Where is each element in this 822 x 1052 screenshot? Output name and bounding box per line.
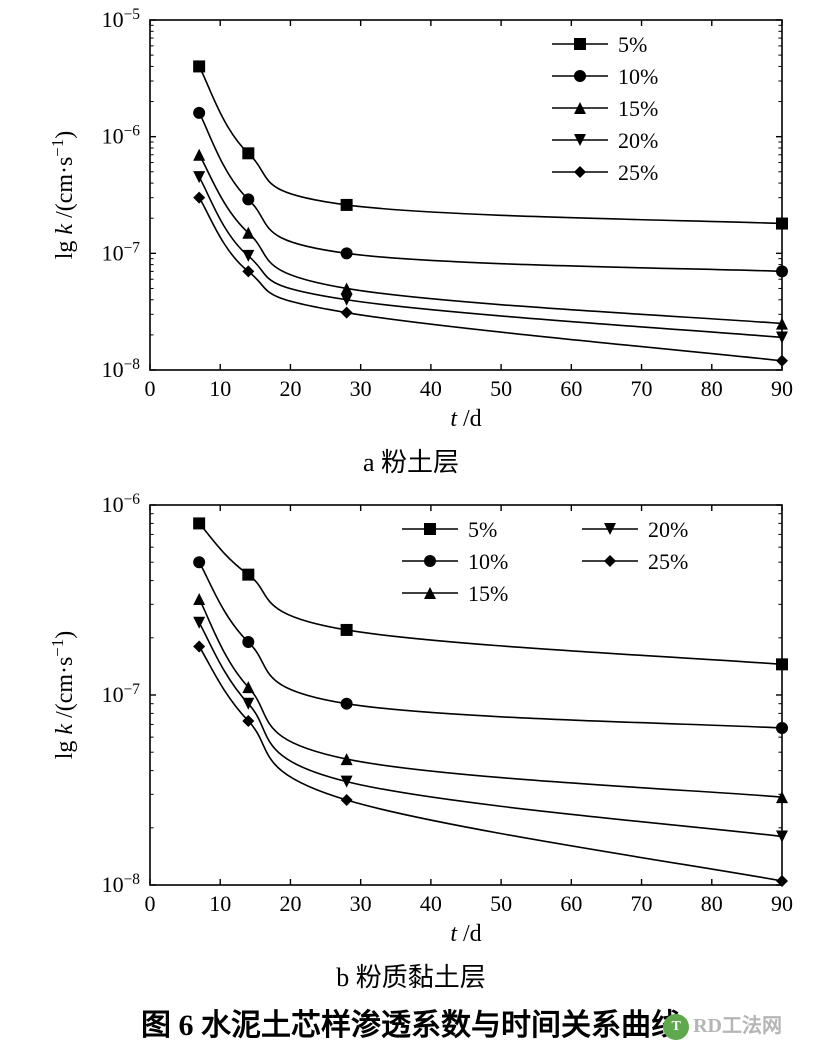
- svg-text:80: 80: [701, 376, 723, 401]
- svg-text:10−8: 10−8: [102, 871, 141, 898]
- svg-text:70: 70: [631, 376, 653, 401]
- svg-text:10−7: 10−7: [102, 681, 141, 708]
- svg-text:80: 80: [701, 891, 723, 916]
- panel-a-subtitle: a 粉土层: [0, 442, 822, 479]
- svg-text:30: 30: [350, 891, 372, 916]
- svg-text:30: 30: [350, 376, 372, 401]
- panel-b: 0 10 20 30 40 50 60 70 80 90 10−8 10−7 10−6 t /d lg k …: [0, 485, 822, 994]
- figure-caption: 图 6 水泥土芯样渗透系数与时间关系曲线 TRD工法网: [0, 1000, 822, 1044]
- svg-text:0: 0: [145, 891, 156, 916]
- svg-text:15%: 15%: [618, 96, 658, 121]
- panel-a: 0 10 20 30 40 50 60 70 80 90 10−8 10−7 10−6 10−5 t /d l…: [0, 0, 822, 479]
- panel-b-subtitle: b 粉质黏土层: [0, 957, 822, 994]
- svg-text:10: 10: [209, 376, 231, 401]
- svg-text:70: 70: [631, 891, 653, 916]
- svg-text:lg k /(cm·s−1): lg k /(cm·s−1): [48, 131, 79, 260]
- svg-text:60: 60: [560, 376, 582, 401]
- svg-text:15%: 15%: [468, 581, 508, 606]
- svg-text:20%: 20%: [618, 128, 658, 153]
- svg-text:t /d: t /d: [450, 921, 481, 947]
- svg-text:90: 90: [771, 891, 793, 916]
- svg-text:10−6: 10−6: [102, 122, 141, 149]
- svg-text:40: 40: [420, 376, 442, 401]
- svg-text:50: 50: [490, 376, 512, 401]
- svg-text:20: 20: [279, 891, 301, 916]
- svg-text:60: 60: [560, 891, 582, 916]
- svg-text:20: 20: [279, 376, 301, 401]
- svg-text:50: 50: [490, 891, 512, 916]
- chart-a-svg: 0 10 20 30 40 50 60 70 80 90 10−8 10−7 10−6 10−5 t /d l…: [0, 0, 822, 440]
- figure-6: 0 10 20 30 40 50 60 70 80 90 10−8 10−7 10−6 10−5 t /d l…: [0, 0, 822, 1044]
- svg-text:25%: 25%: [648, 549, 688, 574]
- watermark-text: RD工法网: [693, 1015, 782, 1037]
- svg-text:5%: 5%: [468, 517, 497, 542]
- figure-caption-text: 图 6 水泥土芯样渗透系数与时间关系曲线: [141, 1009, 681, 1042]
- svg-text:t /d: t /d: [450, 406, 481, 432]
- svg-text:10−6: 10−6: [102, 491, 141, 518]
- svg-text:lg k /(cm·s−1): lg k /(cm·s−1): [48, 631, 79, 760]
- svg-text:40: 40: [420, 891, 442, 916]
- svg-text:10%: 10%: [618, 64, 658, 89]
- svg-text:0: 0: [145, 376, 156, 401]
- svg-text:5%: 5%: [618, 32, 647, 57]
- svg-text:10%: 10%: [468, 549, 508, 574]
- svg-text:10−5: 10−5: [102, 6, 141, 33]
- svg-text:90: 90: [771, 376, 793, 401]
- svg-text:10−7: 10−7: [102, 239, 141, 266]
- svg-text:10: 10: [209, 891, 231, 916]
- svg-text:10−8: 10−8: [102, 356, 141, 383]
- svg-text:25%: 25%: [618, 160, 658, 185]
- svg-text:20%: 20%: [648, 517, 688, 542]
- chart-b-svg: 0 10 20 30 40 50 60 70 80 90 10−8 10−7 10−6 t /d lg k …: [0, 485, 822, 955]
